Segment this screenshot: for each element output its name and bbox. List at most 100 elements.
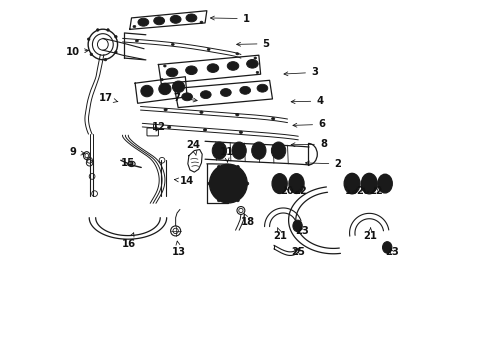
Ellipse shape <box>344 174 359 194</box>
Ellipse shape <box>207 64 218 72</box>
Ellipse shape <box>161 78 163 81</box>
Ellipse shape <box>114 51 117 53</box>
Ellipse shape <box>96 29 99 31</box>
Text: 20: 20 <box>356 186 370 197</box>
Ellipse shape <box>361 174 376 194</box>
Ellipse shape <box>159 83 171 95</box>
Ellipse shape <box>207 182 210 185</box>
Ellipse shape <box>170 15 181 23</box>
Ellipse shape <box>235 53 238 55</box>
Ellipse shape <box>222 90 229 95</box>
Ellipse shape <box>291 177 301 190</box>
Ellipse shape <box>208 65 217 71</box>
Ellipse shape <box>274 177 284 190</box>
Ellipse shape <box>187 67 195 73</box>
Ellipse shape <box>273 144 283 157</box>
Ellipse shape <box>220 89 231 96</box>
Ellipse shape <box>200 111 203 113</box>
Ellipse shape <box>106 29 109 31</box>
Polygon shape <box>135 77 187 103</box>
Text: 23: 23 <box>294 226 308 236</box>
Ellipse shape <box>135 40 138 42</box>
Text: 12: 12 <box>151 122 165 132</box>
Text: 21: 21 <box>273 228 287 240</box>
Ellipse shape <box>246 59 258 68</box>
FancyBboxPatch shape <box>147 128 158 136</box>
Ellipse shape <box>203 129 206 131</box>
Ellipse shape <box>239 86 250 94</box>
Ellipse shape <box>185 14 196 22</box>
Ellipse shape <box>251 142 265 159</box>
Ellipse shape <box>166 68 178 77</box>
Ellipse shape <box>209 164 247 203</box>
Text: 4: 4 <box>290 96 323 106</box>
Ellipse shape <box>256 71 258 73</box>
Text: 16: 16 <box>122 233 136 249</box>
Ellipse shape <box>288 174 304 193</box>
Ellipse shape <box>172 17 179 22</box>
Ellipse shape <box>235 113 239 116</box>
Ellipse shape <box>294 222 300 229</box>
Polygon shape <box>187 149 202 172</box>
Ellipse shape <box>271 174 286 193</box>
Ellipse shape <box>202 92 209 97</box>
Ellipse shape <box>161 85 168 93</box>
Ellipse shape <box>168 69 176 75</box>
Ellipse shape <box>182 93 192 101</box>
Ellipse shape <box>163 108 167 111</box>
Ellipse shape <box>214 144 224 157</box>
Ellipse shape <box>228 63 237 69</box>
Text: 22: 22 <box>293 186 306 197</box>
Text: 17: 17 <box>98 93 118 103</box>
Ellipse shape <box>217 165 220 168</box>
Text: 1: 1 <box>210 14 249 24</box>
Ellipse shape <box>142 87 151 95</box>
Ellipse shape <box>236 165 239 168</box>
Text: 20: 20 <box>279 186 293 197</box>
Polygon shape <box>174 80 272 108</box>
Ellipse shape <box>382 242 391 253</box>
Ellipse shape <box>187 15 195 21</box>
Ellipse shape <box>258 86 265 91</box>
Text: 3: 3 <box>284 67 317 77</box>
Ellipse shape <box>200 21 203 23</box>
Ellipse shape <box>380 177 389 190</box>
Text: 21: 21 <box>362 228 376 240</box>
Ellipse shape <box>138 18 148 26</box>
Ellipse shape <box>167 126 170 129</box>
Ellipse shape <box>114 36 117 38</box>
Ellipse shape <box>292 220 302 231</box>
Ellipse shape <box>217 199 220 202</box>
Ellipse shape <box>248 61 256 67</box>
Ellipse shape <box>253 57 256 59</box>
Ellipse shape <box>239 131 242 134</box>
Text: 5: 5 <box>236 39 269 49</box>
Ellipse shape <box>140 19 147 25</box>
Text: 13: 13 <box>172 241 186 257</box>
Text: 15: 15 <box>121 158 135 168</box>
Ellipse shape <box>377 174 391 193</box>
Text: 24: 24 <box>186 140 200 156</box>
Ellipse shape <box>172 81 184 93</box>
Ellipse shape <box>271 142 285 159</box>
Text: 18: 18 <box>241 214 255 227</box>
Text: 2: 2 <box>305 159 341 169</box>
Text: 7: 7 <box>173 93 197 103</box>
Text: 10: 10 <box>65 46 88 57</box>
Ellipse shape <box>236 199 239 202</box>
Ellipse shape <box>90 53 92 55</box>
Ellipse shape <box>185 66 197 75</box>
Ellipse shape <box>155 18 163 23</box>
Ellipse shape <box>234 144 244 157</box>
Polygon shape <box>158 55 260 84</box>
Ellipse shape <box>174 83 182 91</box>
Ellipse shape <box>219 175 237 193</box>
Ellipse shape <box>257 84 267 92</box>
Text: 14: 14 <box>174 176 194 186</box>
Ellipse shape <box>141 85 153 97</box>
Text: 23: 23 <box>385 247 398 257</box>
Text: 11: 11 <box>219 147 233 163</box>
Ellipse shape <box>363 176 374 191</box>
Ellipse shape <box>224 180 232 188</box>
Ellipse shape <box>163 65 166 67</box>
